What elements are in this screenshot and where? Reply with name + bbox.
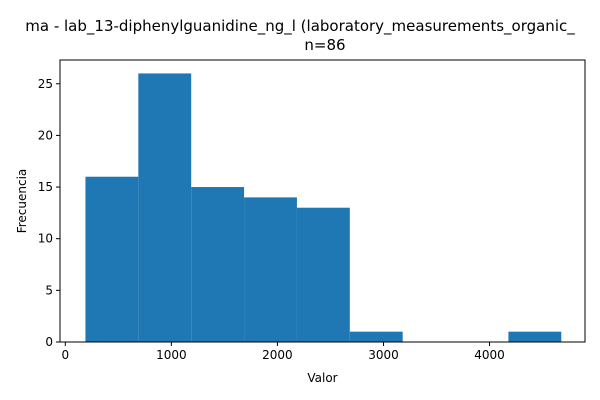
y-axis-ticks: 0 5 10 15 20 25 <box>38 77 60 349</box>
y-tick-label: 15 <box>38 180 53 194</box>
y-tick-label: 0 <box>45 335 53 349</box>
plot-frame <box>59 59 586 343</box>
histogram-bar <box>349 331 403 342</box>
bars-group <box>85 73 562 342</box>
histogram-bar <box>85 176 139 342</box>
y-axis-label: Frecuencia <box>15 169 29 234</box>
y-tick-label: 20 <box>38 128 53 142</box>
x-tick-label: 0 <box>61 348 69 362</box>
x-tick-label: 4000 <box>474 348 505 362</box>
chart-subtitle: n=86 <box>304 36 345 54</box>
x-axis-ticks: 0 1000 2000 3000 4000 <box>61 342 505 362</box>
histogram-bar <box>244 197 297 342</box>
histogram-bar <box>191 187 245 342</box>
histogram-bar <box>508 331 562 342</box>
y-tick-label: 5 <box>45 283 53 297</box>
x-axis-label: Valor <box>307 371 337 385</box>
x-tick-label: 3000 <box>368 348 399 362</box>
x-tick-label: 1000 <box>156 348 187 362</box>
chart-title: ma - lab_13-diphenylguanidine_ng_l (labo… <box>25 17 575 36</box>
y-tick-label: 10 <box>38 232 53 246</box>
histogram-bar <box>138 73 192 342</box>
x-tick-label: 2000 <box>262 348 293 362</box>
y-tick-label: 25 <box>38 77 53 91</box>
histogram-bar <box>296 207 350 342</box>
